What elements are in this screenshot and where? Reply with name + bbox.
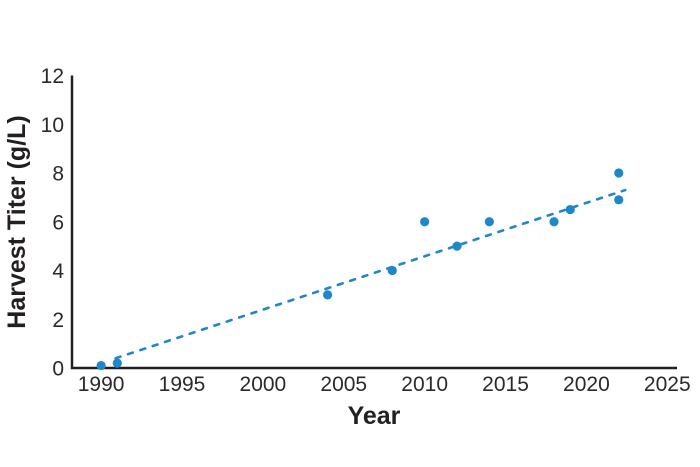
y-axis-title: Harvest Titer (g/L) — [3, 115, 31, 328]
axis-spine — [70, 75, 677, 370]
y-axis-tick-labels: 0 2 4 6 8 10 12 — [41, 65, 65, 381]
y-tick-label: 12 — [41, 65, 64, 88]
data-point — [96, 360, 106, 371]
data-point — [484, 217, 494, 227]
x-tick-label: 2010 — [401, 373, 448, 396]
x-axis-tick-labels: 1990 1995 2000 2005 2010 2015 2020 2025 — [78, 373, 691, 396]
data-points — [96, 168, 624, 371]
data-point — [322, 290, 333, 300]
x-tick-label: 2020 — [563, 373, 610, 396]
data-point — [614, 195, 624, 205]
x-tick-label: 1995 — [159, 373, 206, 396]
data-point — [549, 217, 559, 227]
y-tick-label: 0 — [52, 358, 64, 381]
x-tick-label: 2025 — [644, 373, 691, 396]
data-point — [452, 241, 462, 251]
x-axis-title: Year — [348, 402, 401, 430]
data-point — [387, 265, 397, 276]
trend-line-group — [114, 188, 627, 360]
data-point — [112, 358, 122, 368]
y-tick-label: 8 — [52, 163, 64, 186]
x-tick-label: 2000 — [240, 373, 287, 396]
x-tick-label: 2015 — [482, 373, 529, 396]
trend-line — [114, 188, 627, 360]
axes — [70, 75, 677, 370]
data-point — [420, 217, 430, 227]
y-tick-label: 2 — [52, 309, 64, 332]
y-tick-label: 6 — [52, 211, 64, 234]
y-tick-label: 4 — [52, 260, 64, 283]
data-point — [565, 204, 575, 215]
x-tick-label: 1990 — [78, 373, 125, 396]
x-tick-label: 2005 — [320, 373, 367, 396]
data-point — [614, 168, 624, 178]
y-tick-label: 10 — [41, 114, 64, 137]
